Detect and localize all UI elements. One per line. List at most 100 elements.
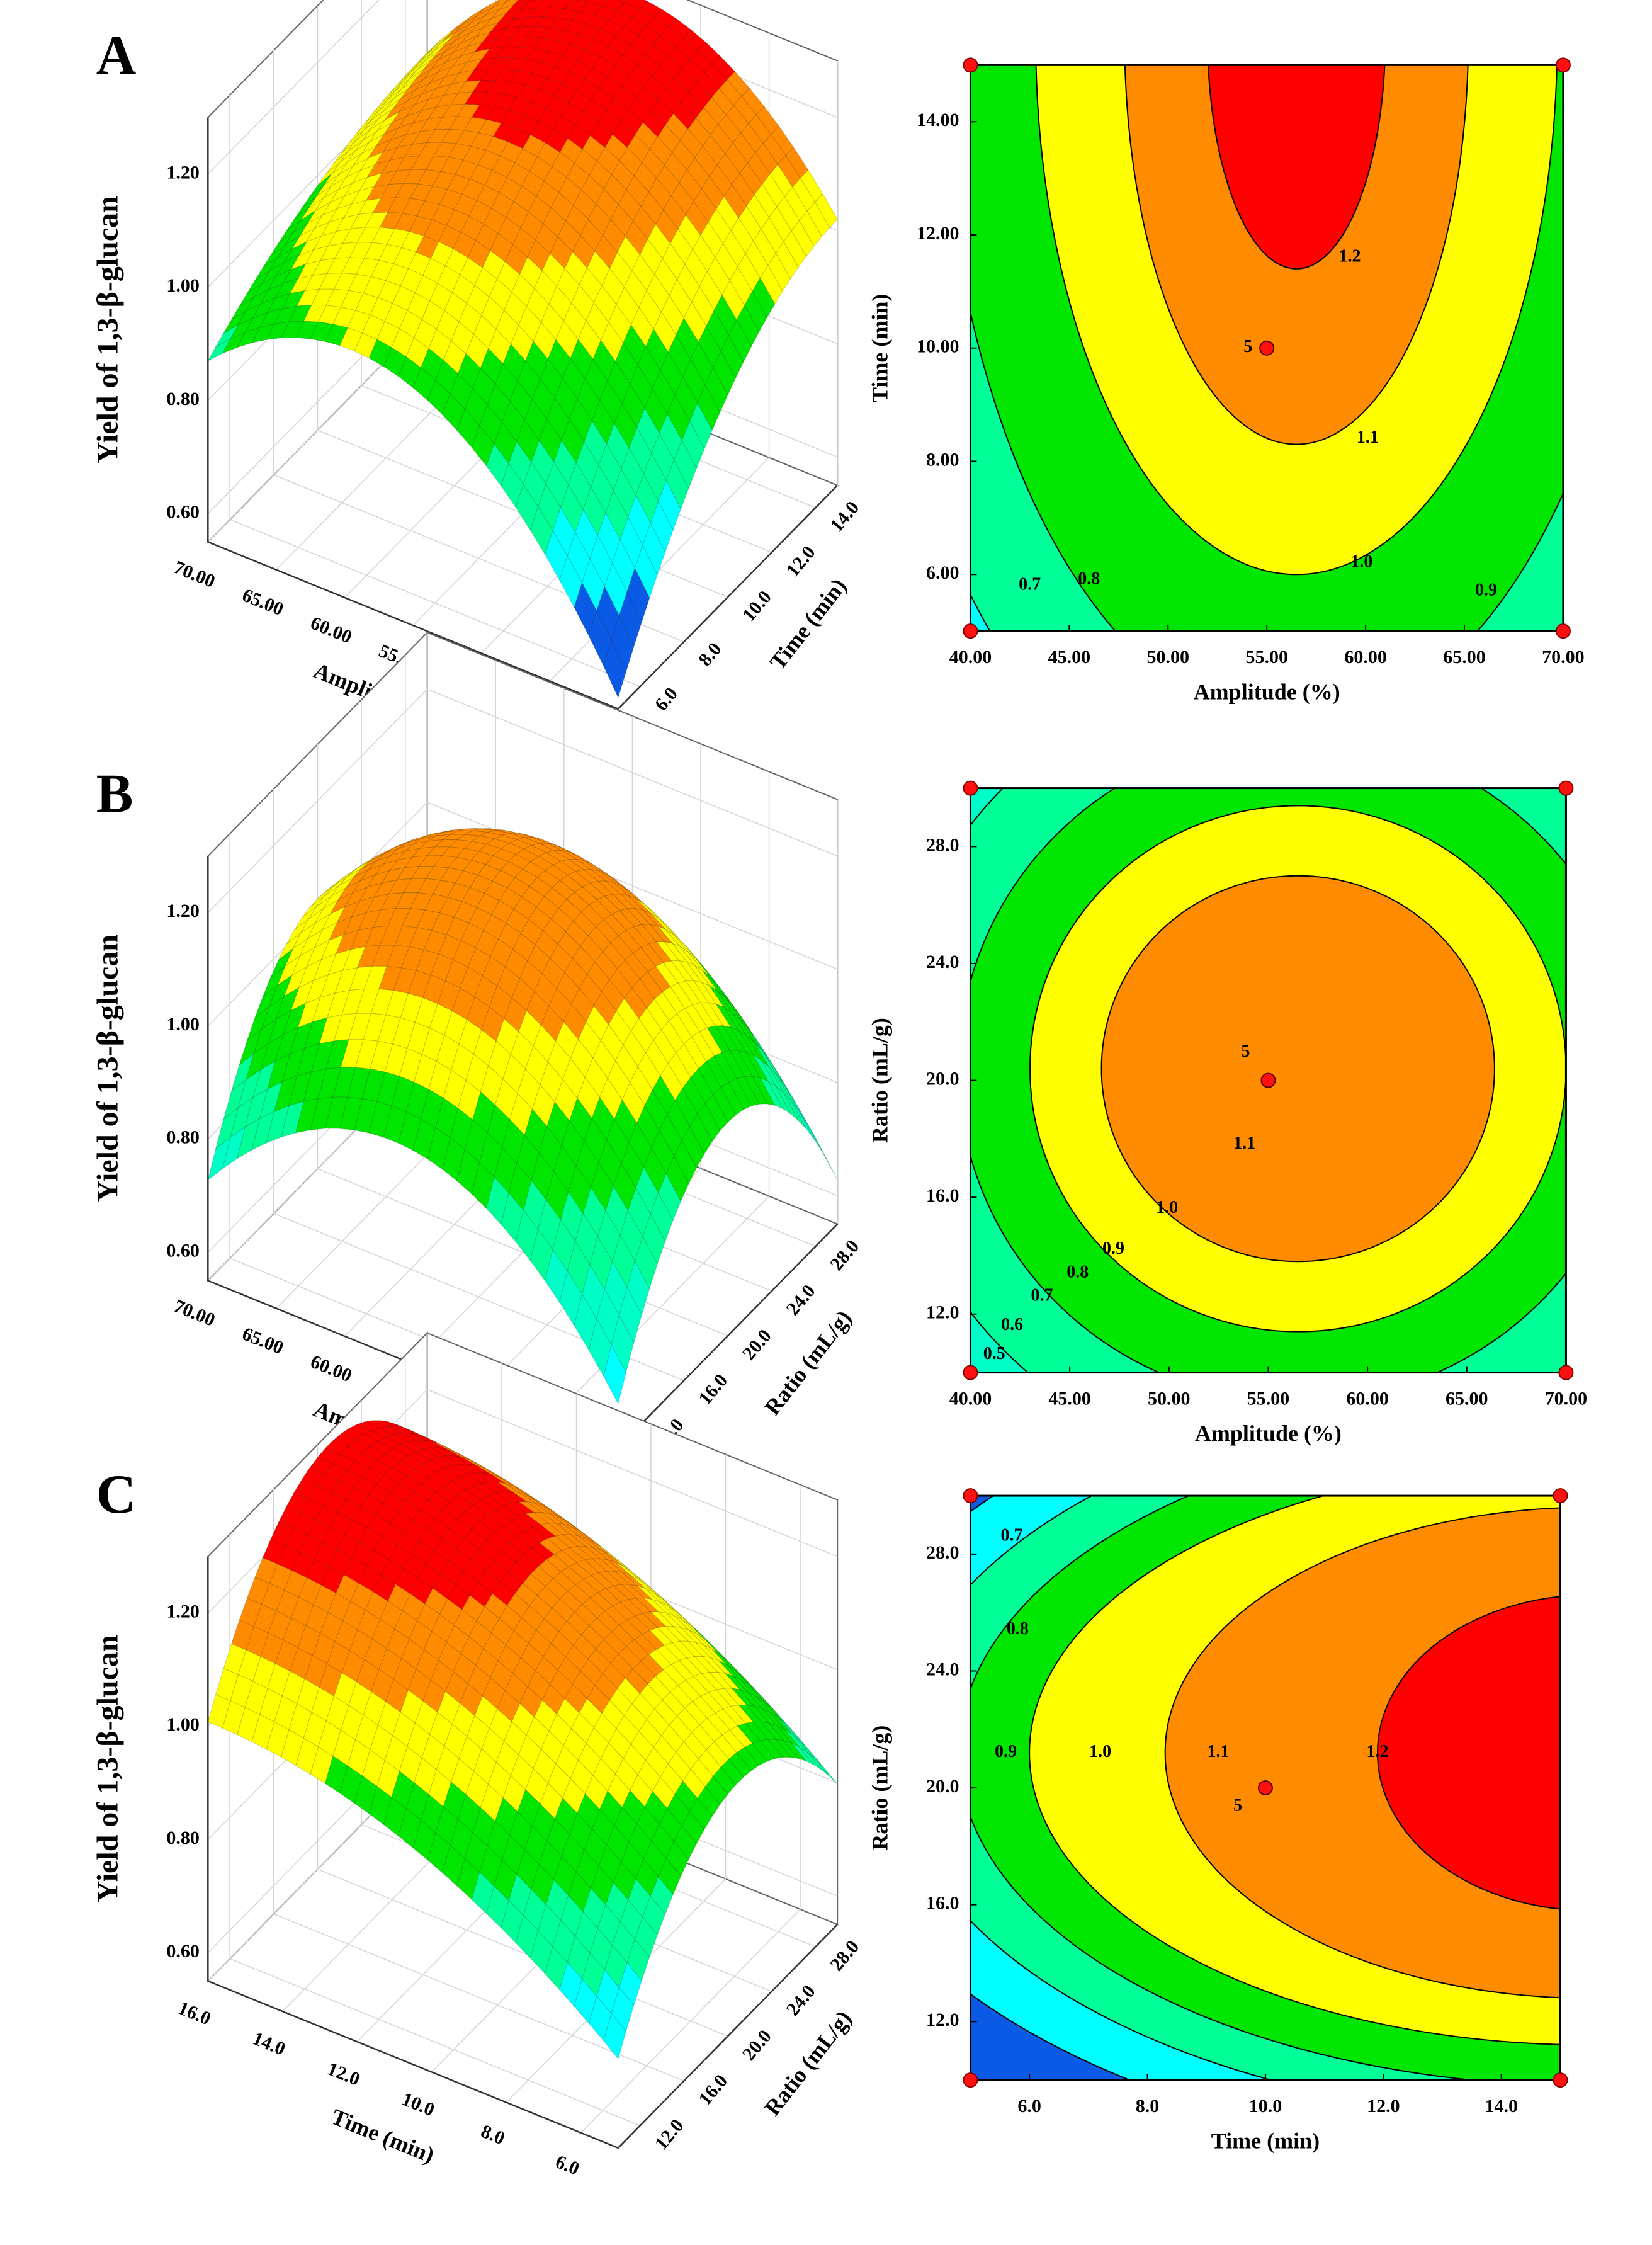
surface-patch: [634, 1916, 658, 1958]
center-label: 5: [1243, 337, 1252, 356]
surface-patch: [528, 0, 540, 2]
surface-patch: [626, 1938, 650, 1982]
contour-label: 0.5: [983, 1344, 1005, 1363]
contour-label: 1.2: [1338, 246, 1361, 266]
surface-patch: [704, 1775, 728, 1805]
surface-patch: [650, 1876, 674, 1915]
x-tick-label: 55.00: [1245, 647, 1288, 668]
y-tick-label: 12.00: [917, 223, 959, 244]
x-tick-label: 10.0: [1249, 2096, 1282, 2117]
contour-label: 1.1: [1233, 1134, 1255, 1153]
contour-level: [1208, 65, 1386, 270]
z-tick-label: 1.20: [166, 1601, 200, 1622]
y-axis-title: Time (min): [765, 574, 852, 674]
design-point: [1553, 1488, 1568, 1504]
y-tick-label: 24.0: [926, 1659, 959, 1679]
contour-label: 1.1: [1357, 428, 1379, 447]
surface-patch: [713, 1087, 737, 1123]
y-tick-label: 28.0: [826, 1936, 863, 1975]
x-tick-label: 40.00: [949, 1388, 992, 1409]
z-tick-label: 1.00: [166, 275, 200, 296]
y-tick-label: 16.0: [926, 1893, 959, 1914]
contour-label: 0.8: [1066, 1262, 1089, 1282]
contour-label: 1.1: [1207, 1742, 1229, 1761]
contour-label: 0.9: [995, 1742, 1017, 1761]
y-tick-label: 14.0: [826, 497, 863, 536]
contour-label: 1.0: [1350, 552, 1372, 572]
design-point: [963, 1365, 978, 1380]
z-tick-label: 0.60: [166, 502, 200, 523]
z-tick-label: 0.80: [166, 1127, 200, 1148]
grid-line: [506, 1454, 727, 2103]
y-tick-label: 24.0: [783, 1281, 820, 1319]
contour-label: 1.0: [1156, 1198, 1178, 1217]
surface-patch: [759, 264, 783, 305]
surface-patch: [626, 1260, 650, 1316]
x-axis-title: Amplitude (%): [1194, 679, 1340, 704]
surface-patch: [642, 1213, 666, 1265]
y-tick-label: 20.0: [926, 1068, 959, 1089]
surface-patch: [603, 1344, 626, 1405]
center-point: [1257, 1780, 1273, 1796]
x-tick-label: 12.0: [1367, 2096, 1400, 2117]
z-axis-title: Yield of 1,3-β-glucan: [91, 935, 124, 1202]
contour-fill: [970, 1496, 1561, 2081]
grid-line: [580, 1484, 801, 2134]
surface-patch: [713, 350, 737, 396]
panel-letter: A: [96, 25, 137, 86]
y-tick-label: 12.0: [651, 2115, 688, 2154]
x-tick-label: 45.00: [1048, 1388, 1091, 1409]
x-tick-label: 65.00: [1445, 1388, 1488, 1409]
surface-patch: [704, 367, 728, 413]
z-tick-label: 0.80: [166, 1827, 200, 1848]
z-tick-label: 1.20: [166, 901, 200, 921]
x-tick-label: 50.00: [1148, 1388, 1191, 1409]
y-tick-label: 10.0: [738, 587, 776, 625]
x-tick-label: 65.00: [239, 584, 286, 620]
surface-patch: [759, 1077, 784, 1110]
design-point: [963, 2072, 978, 2088]
y-tick-label: 24.0: [926, 952, 959, 972]
z-tick-label: 1.20: [166, 162, 200, 183]
design-point: [1553, 2072, 1568, 2088]
x-tick-label: 70.00: [171, 1295, 218, 1331]
axis-line: [207, 1556, 839, 2149]
panel-letter: B: [96, 764, 133, 825]
grid-line: [229, 95, 641, 687]
grid-line: [207, 802, 838, 1026]
x-tick-label: 70.00: [171, 557, 218, 592]
contour-level: [1377, 1596, 1561, 1910]
y-tick-label: 8.0: [694, 639, 725, 670]
surface-patch: [499, 0, 519, 10]
x-tick-label: 16.0: [175, 1998, 213, 2029]
design-point: [963, 623, 978, 639]
x-tick-label: 65.00: [239, 1323, 286, 1358]
contour-label: 0.9: [1102, 1239, 1124, 1258]
y-tick-label: 12.0: [783, 542, 820, 581]
surface-patch: [767, 253, 791, 292]
y-tick-label: 20.0: [738, 1326, 776, 1364]
x-tick-label: 12.0: [324, 2059, 363, 2090]
x-tick-label: 60.00: [1344, 647, 1387, 668]
y-axis-title: Ratio (mL/g): [868, 1725, 893, 1851]
y-tick-label: 6.0: [651, 683, 682, 715]
y-tick-label: 14.00: [917, 110, 959, 130]
center-point: [1259, 340, 1275, 356]
x-tick-label: 70.00: [1545, 1388, 1588, 1409]
z-axis-title: Yield of 1,3-β-glucan: [91, 1635, 124, 1902]
contour-label: 0.7: [1031, 1285, 1053, 1305]
surface-patch: [775, 1086, 799, 1121]
design-point: [1555, 57, 1571, 73]
z-tick-label: 1.00: [166, 1714, 200, 1735]
y-tick-label: 16.0: [926, 1185, 959, 1206]
x-axis-title: Amplitude (%): [1195, 1421, 1342, 1446]
surface-patch: [618, 1286, 642, 1344]
z-axis-title: Yield of 1,3-β-glucan: [91, 196, 124, 463]
design-point: [963, 1488, 978, 1504]
surface-patch: [783, 230, 807, 268]
grid-line: [273, 50, 684, 642]
contour-label: 0.9: [1475, 581, 1497, 600]
x-tick-label: 6.0: [1017, 2096, 1041, 2117]
y-axis-title: Ratio (mL/g): [759, 1305, 856, 1419]
